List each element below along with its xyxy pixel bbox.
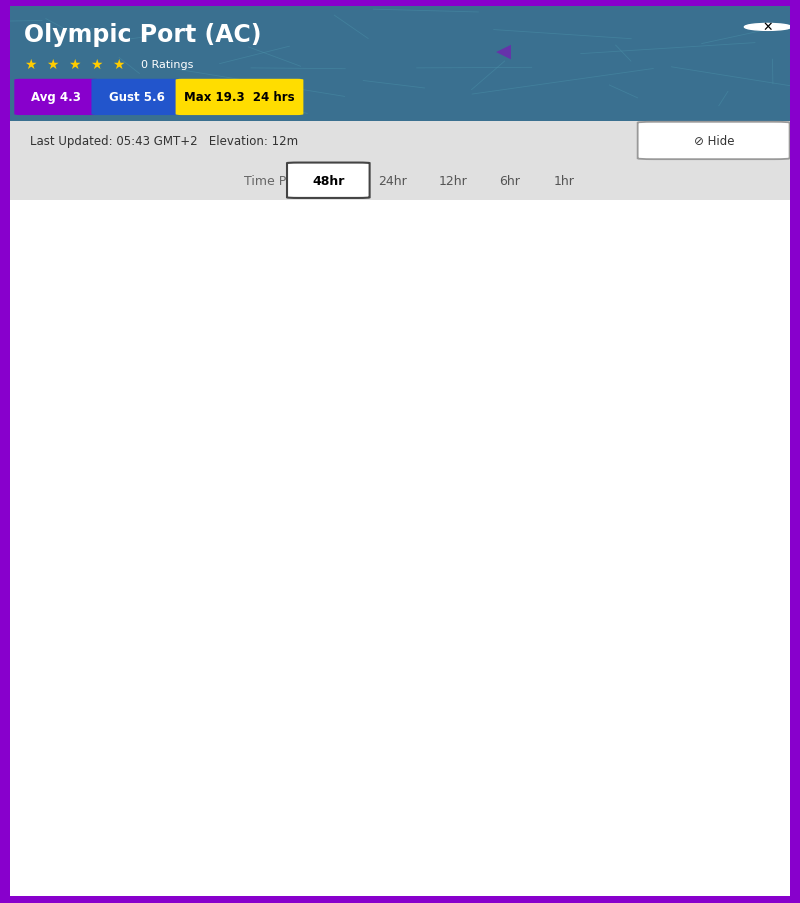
Text: OCT 15 18:00: OCT 15 18:00	[235, 591, 301, 600]
Circle shape	[745, 24, 791, 32]
Text: OCT 16 00:00: OCT 16 00:00	[339, 796, 405, 805]
Text: OCT 16 06:00: OCT 16 06:00	[443, 796, 509, 805]
Text: Wind Speed (Knots): 5.2: Wind Speed (Knots): 5.2	[27, 211, 237, 226]
Text: Wind Direction (true): 338: Wind Direction (true): 338	[27, 424, 254, 439]
Text: ★: ★	[112, 58, 124, 71]
Text: OCT 17 00:00: OCT 17 00:00	[755, 796, 800, 805]
Text: OCT 17 00:00: OCT 17 00:00	[755, 391, 800, 400]
Text: ✕: ✕	[762, 22, 773, 34]
Text: ★: ★	[46, 58, 58, 71]
FancyBboxPatch shape	[175, 79, 303, 116]
Text: OCT 15 06:00: OCT 15 06:00	[27, 391, 93, 400]
Text: OCT 16 00:00: OCT 16 00:00	[339, 391, 405, 400]
Text: ◀: ◀	[496, 42, 511, 61]
Text: ⊘ Hide: ⊘ Hide	[694, 135, 734, 148]
Text: 12hr: 12hr	[438, 174, 467, 188]
Text: OCT 15 18:00: OCT 15 18:00	[235, 391, 301, 400]
Text: 0 Ratings: 0 Ratings	[142, 60, 194, 70]
Text: Wind Gusts (Knots): 6.4: Wind Gusts (Knots): 6.4	[27, 623, 232, 638]
Text: OCT 15 12:00: OCT 15 12:00	[131, 391, 197, 400]
FancyBboxPatch shape	[287, 163, 370, 199]
Text: OCT 16 18:00: OCT 16 18:00	[651, 391, 717, 400]
Text: Last Updated: 05:43 GMT+2   Elevation: 12m: Last Updated: 05:43 GMT+2 Elevation: 12m	[30, 135, 298, 148]
Text: OCT 15 06:00: OCT 15 06:00	[27, 796, 93, 805]
Text: OCT 15 18:00: OCT 15 18:00	[235, 796, 301, 805]
FancyBboxPatch shape	[14, 79, 99, 116]
Text: 1hr: 1hr	[553, 174, 574, 188]
Text: OCT 16 06:00: OCT 16 06:00	[443, 391, 509, 400]
Text: OCT 16 12:00: OCT 16 12:00	[547, 796, 613, 805]
FancyBboxPatch shape	[638, 123, 790, 160]
Text: OCT 16 18:00: OCT 16 18:00	[651, 591, 717, 600]
Text: 48hr: 48hr	[312, 174, 345, 188]
Text: ★: ★	[68, 58, 81, 71]
Text: Max 19.3  24 hrs: Max 19.3 24 hrs	[184, 91, 294, 105]
Text: Gust 5.6: Gust 5.6	[110, 91, 166, 105]
Text: Avg 4.3: Avg 4.3	[31, 91, 82, 105]
Text: OCT 16 12:00: OCT 16 12:00	[547, 391, 613, 400]
Text: OCT 16 12:00: OCT 16 12:00	[547, 591, 613, 600]
Text: ★: ★	[25, 58, 37, 71]
Text: 6hr: 6hr	[498, 174, 519, 188]
Text: OCT 15 06:00: OCT 15 06:00	[27, 591, 93, 600]
Text: OCT 15 12:00: OCT 15 12:00	[131, 796, 197, 805]
FancyBboxPatch shape	[91, 79, 183, 116]
Text: Time Period:: Time Period:	[244, 174, 322, 188]
Text: OCT 17 00:00: OCT 17 00:00	[755, 591, 800, 600]
Text: 24hr: 24hr	[378, 174, 406, 188]
Text: ★: ★	[90, 58, 102, 71]
Text: OCT 16 00:00: OCT 16 00:00	[339, 591, 405, 600]
Text: OCT 15 12:00: OCT 15 12:00	[131, 591, 197, 600]
Text: OCT 16 18:00: OCT 16 18:00	[651, 796, 717, 805]
Text: Olympic Port (AC): Olympic Port (AC)	[25, 23, 262, 47]
Text: OCT 16 06:00: OCT 16 06:00	[443, 591, 509, 600]
